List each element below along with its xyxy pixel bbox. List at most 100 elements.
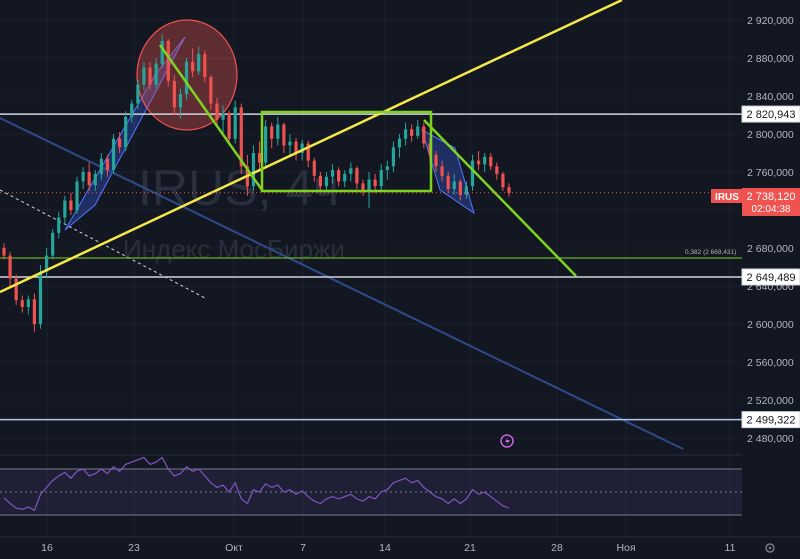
- level-tag: [741, 411, 800, 429]
- candle-body: [403, 129, 408, 139]
- candle-body: [203, 54, 207, 77]
- candle-body: [8, 255, 12, 279]
- candle-body: [379, 170, 383, 187]
- candle-body: [111, 138, 116, 171]
- candle-body: [215, 103, 219, 120]
- candle-body: [446, 175, 450, 190]
- candle-body: [489, 156, 493, 167]
- candle-body: [93, 173, 97, 186]
- candle-body: [87, 172, 91, 186]
- time-tick-label: Ноя: [616, 542, 635, 554]
- current-price-tag: [742, 188, 800, 216]
- candle-body: [184, 61, 189, 95]
- candle-body: [452, 181, 456, 190]
- candle-body: [142, 67, 146, 85]
- fib-level-label: 0,382 (2 669,431): [685, 249, 736, 256]
- current-price-value: 2 738,120: [747, 191, 796, 203]
- candle-body: [172, 80, 176, 108]
- price-levels: 0,382 (2 669,431): [0, 113, 742, 421]
- green-trendline-left[interactable]: [158, 44, 264, 191]
- price-tick-label: 2 800,000: [747, 129, 794, 141]
- candle-body: [63, 200, 67, 218]
- time-tick-label: 7: [300, 542, 306, 554]
- price-tick-label: 2 600,000: [747, 319, 794, 331]
- candle-body: [501, 173, 505, 188]
- ascending-trendline-yellow[interactable]: [0, 0, 623, 294]
- candle-body: [160, 40, 164, 64]
- candle-body: [318, 175, 322, 187]
- price-tick-label: 2 840,000: [747, 91, 794, 103]
- candle-body: [251, 153, 256, 187]
- candle-body: [130, 103, 134, 117]
- level-tag: [741, 105, 800, 123]
- candle-body: [495, 166, 499, 174]
- candle-body: [391, 147, 395, 167]
- candle-body: [330, 170, 335, 177]
- candle-body: [136, 84, 140, 104]
- time-tick-label: 21: [464, 542, 476, 554]
- candle-body: [416, 126, 420, 136]
- candle-body: [38, 271, 43, 324]
- candle-body: [166, 40, 170, 81]
- price-tick-label: 2 520,000: [747, 395, 794, 407]
- candle-body: [233, 107, 237, 139]
- consolidation-box[interactable]: [260, 110, 433, 193]
- candle-body: [464, 186, 469, 195]
- candle-body: [276, 124, 280, 139]
- level-labels: 2 820,943 2 649,489 2 499,322: [741, 105, 800, 429]
- rsi-line[interactable]: [3, 456, 510, 512]
- time-tick-label: 14: [379, 542, 391, 554]
- price-tick-label: 2 920,000: [747, 15, 794, 27]
- candle-body: [422, 126, 426, 144]
- time-tick-label: 28: [551, 542, 563, 554]
- level-label: 2 499,322: [747, 415, 796, 427]
- drawings-front: [0, 0, 623, 448]
- candle-body: [105, 158, 110, 171]
- candle-body: [14, 278, 18, 301]
- time-tick-label: Окт: [225, 542, 243, 554]
- symbol-tag: [711, 189, 743, 203]
- level-tag: [741, 268, 800, 286]
- candle-body: [294, 141, 298, 153]
- candle-body: [300, 143, 304, 153]
- candle-body: [264, 126, 268, 163]
- green-trendline-right[interactable]: [423, 119, 577, 277]
- candle-body: [507, 187, 511, 193]
- candle-body: [239, 107, 243, 167]
- countdown-timer: 02:04:38: [752, 204, 791, 215]
- candle-body: [367, 179, 371, 191]
- candle-body: [483, 156, 487, 165]
- candle-body: [343, 173, 347, 182]
- candle-body: [470, 160, 475, 187]
- candle-body: [349, 168, 353, 174]
- candle-body: [385, 166, 389, 171]
- candle-body: [434, 154, 438, 167]
- candle-body: [337, 170, 341, 182]
- level-label: 2 820,943: [747, 109, 796, 121]
- candle-body: [26, 299, 30, 307]
- time-axis[interactable]: 16 23 Окт 7 14 21 28 Ноя 11: [41, 542, 735, 554]
- candle-body: [57, 217, 61, 233]
- candle-body: [32, 299, 37, 324]
- candle-body: [69, 200, 73, 210]
- candle-body: [209, 77, 213, 104]
- candle-body: [178, 94, 183, 108]
- candle-body: [221, 113, 225, 120]
- candle-body: [154, 63, 158, 85]
- symbol-tag-text: IRUS: [715, 192, 739, 203]
- candle-body: [306, 143, 310, 161]
- candles: [2, 34, 511, 332]
- price-tick-label: 2 760,000: [747, 167, 794, 179]
- grid-lines: [0, 0, 742, 537]
- candle-body: [20, 300, 24, 307]
- candle-body: [476, 160, 481, 165]
- candle-body: [458, 181, 462, 195]
- candle-body: [361, 183, 365, 191]
- candle-body: [373, 179, 377, 187]
- time-tick-label: 11: [725, 542, 736, 554]
- candle-body: [227, 113, 231, 139]
- gear-icon[interactable]: [765, 543, 775, 553]
- candle-body: [270, 126, 274, 139]
- candle-body: [440, 166, 444, 176]
